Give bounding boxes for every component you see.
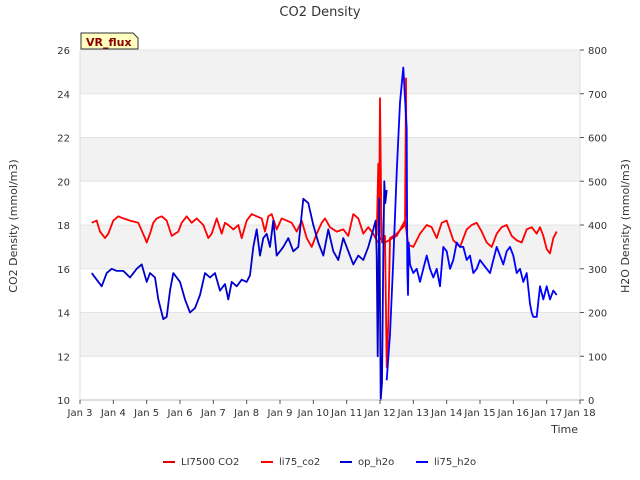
y2-tick-label: 200: [588, 309, 607, 320]
plot-bands: [80, 50, 580, 400]
plot-band: [80, 93, 580, 138]
plot-band: [80, 137, 580, 182]
plot-band: [80, 225, 580, 269]
y2-tick-label: 700: [588, 90, 607, 101]
series-line-li75-co2: [91, 213, 558, 255]
y-tick-label: 16: [57, 265, 70, 276]
x-tick-label: Jan 11: [330, 408, 362, 419]
x-tick-label: Jan 3: [67, 408, 93, 419]
x-tick-label: Jan 10: [297, 408, 329, 419]
x-tick-label: Jan 15: [463, 408, 495, 419]
y-tick-label: 14: [57, 309, 70, 320]
y-axis-label: CO2 Density (mmol/m3): [7, 159, 20, 292]
x-tick-label: Jan 9: [267, 408, 293, 419]
y-tick-label: 20: [57, 177, 70, 188]
plot-band: [80, 268, 580, 313]
series-line-op-h2o: [90, 180, 388, 401]
x-tick-label: Jan 16: [497, 408, 529, 419]
plot-band: [80, 50, 580, 94]
x-tick-label: Jan 18: [563, 408, 595, 419]
plot-band: [80, 356, 580, 400]
chart-title: CO2 Density: [279, 5, 360, 20]
legend-label: LI7500 CO2: [181, 457, 239, 468]
y2-tick-label: 100: [588, 352, 607, 363]
y-tick-label: 10: [57, 396, 70, 407]
legend-label: op_h2o: [358, 457, 394, 468]
x-tick-label: Jan 8: [233, 408, 259, 419]
y-tick-label: 26: [57, 46, 70, 57]
x-tick-label: Jan 12: [363, 408, 395, 419]
x-tick-label: Jan 7: [200, 408, 226, 419]
legend: LI7500 CO2 li75_co2 op_h2o li75_h2o: [163, 457, 476, 468]
tick-labels: Jan 3 Jan 4 Jan 5 Jan 6 Jan 7 Jan 8 Jan 9 Jan 1…: [57, 46, 607, 419]
plot-band: [80, 312, 580, 357]
x-tick-label: Jan 17: [530, 408, 562, 419]
y2-axis-label: H2O Density (mmol/m3): [619, 159, 632, 293]
y2-tick-label: 800: [588, 46, 607, 57]
x-tick-label: Jan 14: [430, 408, 462, 419]
y-tick-label: 12: [57, 352, 70, 363]
x-tick-label: Jan 13: [397, 408, 429, 419]
site-badge: VR_flux: [80, 32, 139, 50]
series-layer: [90, 66, 558, 401]
x-tick-label: Jan 5: [133, 408, 159, 419]
y2-tick-label: 0: [588, 396, 594, 407]
y2-tick-label: 500: [588, 177, 607, 188]
x-axis-label: Time: [550, 423, 578, 436]
series-line-li75-h2o: [385, 66, 558, 381]
legend-label: li75_co2: [279, 457, 320, 468]
series-line-li7500-co2: [375, 77, 408, 369]
plot-band: [80, 181, 580, 225]
y-tick-label: 18: [57, 221, 70, 232]
x-tick-label: Jan 4: [100, 408, 126, 419]
legend-label: li75_h2o: [434, 457, 476, 468]
y2-tick-label: 400: [588, 221, 607, 232]
y2-tick-label: 600: [588, 134, 607, 145]
y-tick-label: 24: [57, 90, 70, 101]
y2-tick-label: 300: [588, 265, 607, 276]
x-tick-label: Jan 6: [167, 408, 193, 419]
site-badge-box: [80, 32, 139, 50]
y-tick-label: 22: [57, 134, 70, 145]
site-badge-label: VR_flux: [86, 36, 132, 49]
